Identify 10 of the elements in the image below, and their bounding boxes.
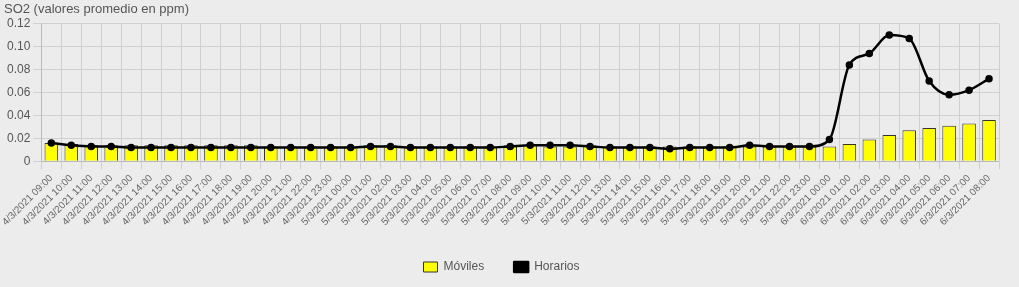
y-tick-label: 0.08 bbox=[7, 61, 31, 76]
y-tick-label: 0.10 bbox=[7, 38, 31, 53]
y-tick-label: 0.06 bbox=[7, 84, 31, 99]
legend-label: Horarios bbox=[534, 259, 580, 274]
y-tick-label: 0.04 bbox=[7, 107, 31, 122]
y-tick-label: 0.02 bbox=[7, 130, 31, 145]
y-tick-label: 0 bbox=[23, 153, 31, 168]
y-axis-title: SO2 (valores promedio en ppm) bbox=[4, 1, 189, 17]
legend-label: Móviles bbox=[443, 259, 485, 274]
y-tick-label: 0.12 bbox=[7, 15, 31, 30]
